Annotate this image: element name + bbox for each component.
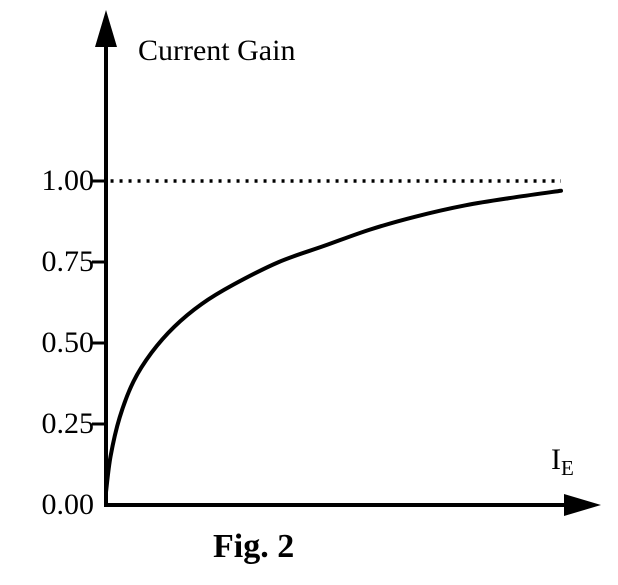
x-axis-label-sub: E	[561, 456, 574, 480]
y-tick-label-2: 0.50	[41, 326, 95, 359]
x-axis-label-main: I	[551, 443, 561, 476]
x-axis-label: IE	[551, 443, 574, 480]
gain-curve	[104, 188, 563, 495]
y-tick-label-0: 0.00	[41, 488, 95, 521]
y-axis-arrowhead-icon	[95, 10, 117, 47]
y-tick-label-3: 0.75	[41, 245, 95, 278]
y-tick-label-4: 1.00	[41, 164, 95, 197]
y-tick-label-1: 0.25	[41, 407, 95, 440]
figure-caption: Fig. 2	[213, 528, 295, 565]
chart-title: Current Gain	[138, 34, 296, 67]
x-axis-arrowhead-icon	[564, 494, 601, 516]
